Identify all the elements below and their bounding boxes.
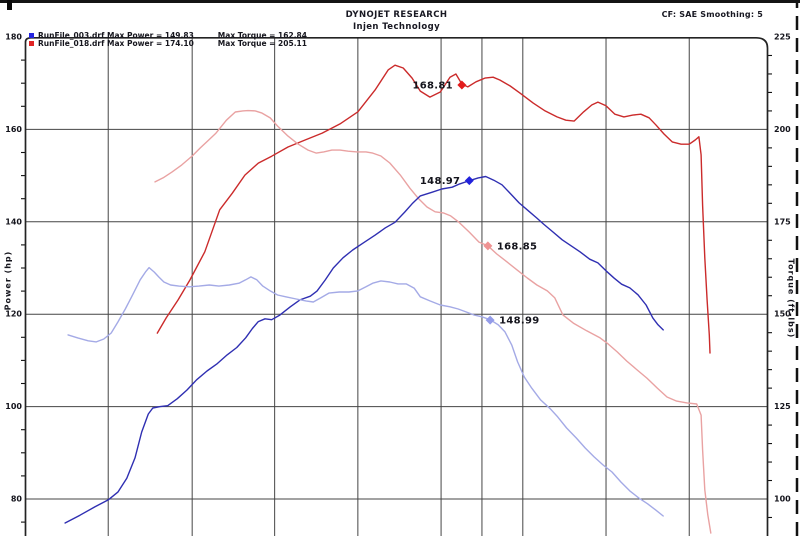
window-top-border	[0, 0, 800, 3]
plot-border	[24, 36, 769, 536]
marker-label-168.81: 168.81	[412, 81, 452, 92]
torque-tick-label: 225	[774, 33, 791, 42]
legend: RunFile_003.drf Max Power = 149.83 Max T…	[29, 31, 307, 48]
power-tick-label: 180	[5, 33, 22, 42]
legend-swatch-red	[29, 41, 34, 47]
curve-run018-power	[156, 64, 711, 354]
legend-run018-power: RunFile_018.drf Max Power = 174.10	[38, 39, 194, 49]
legend-row-run003: RunFile_003.drf Max Power = 149.83 Max T…	[29, 31, 307, 40]
torque-tick-label: 175	[774, 217, 791, 226]
legend-run018-torque: Max Torque = 205.11	[217, 39, 307, 49]
marker-diamond-168.81	[457, 80, 467, 90]
marker-diamond-168.85	[483, 241, 493, 251]
curve-run003-power	[64, 175, 664, 524]
legend-swatch-blue	[29, 32, 34, 38]
chart-title: DYNOJET RESEARCH	[345, 10, 448, 20]
legend-run003-torque: Max Torque = 162.84	[217, 30, 307, 40]
torque-tick-label: 100	[774, 495, 791, 504]
marker-diamond-148.99	[485, 315, 495, 325]
chart-subtitle: Injen Technology	[352, 22, 441, 32]
correction-info: CF: SAE Smoothing: 5	[661, 10, 763, 19]
curve-run018-torque	[154, 109, 712, 534]
marker-diamond-148.97	[464, 176, 474, 186]
torque-axis-title: Torque (ft-lbs)	[786, 258, 796, 339]
power-tick-label: 120	[5, 310, 22, 319]
power-tick-label: 80	[11, 495, 23, 504]
marker-label-148.97: 148.97	[420, 176, 460, 187]
chart-header: DYNOJET RESEARCH Injen Technology	[25, 9, 768, 33]
legend-run003-power: RunFile_003.drf Max Power = 149.83	[38, 30, 194, 40]
torque-tick-label: 125	[774, 402, 791, 411]
power-tick-label: 160	[5, 125, 22, 134]
legend-row-run018: RunFile_018.drf Max Power = 174.10 Max T…	[29, 39, 307, 49]
marker-label-148.99: 148.99	[499, 316, 539, 327]
curve-run003-torque	[67, 266, 664, 517]
torque-tick-label: 200	[774, 125, 791, 134]
torque-tick-label: 150	[774, 310, 791, 319]
power-axis-title: Power (hp)	[3, 250, 13, 311]
power-tick-label: 140	[5, 217, 22, 226]
power-tick-label: 100	[5, 402, 22, 411]
marker-label-168.85: 168.85	[497, 241, 537, 252]
window-corner-mark	[7, 0, 12, 10]
